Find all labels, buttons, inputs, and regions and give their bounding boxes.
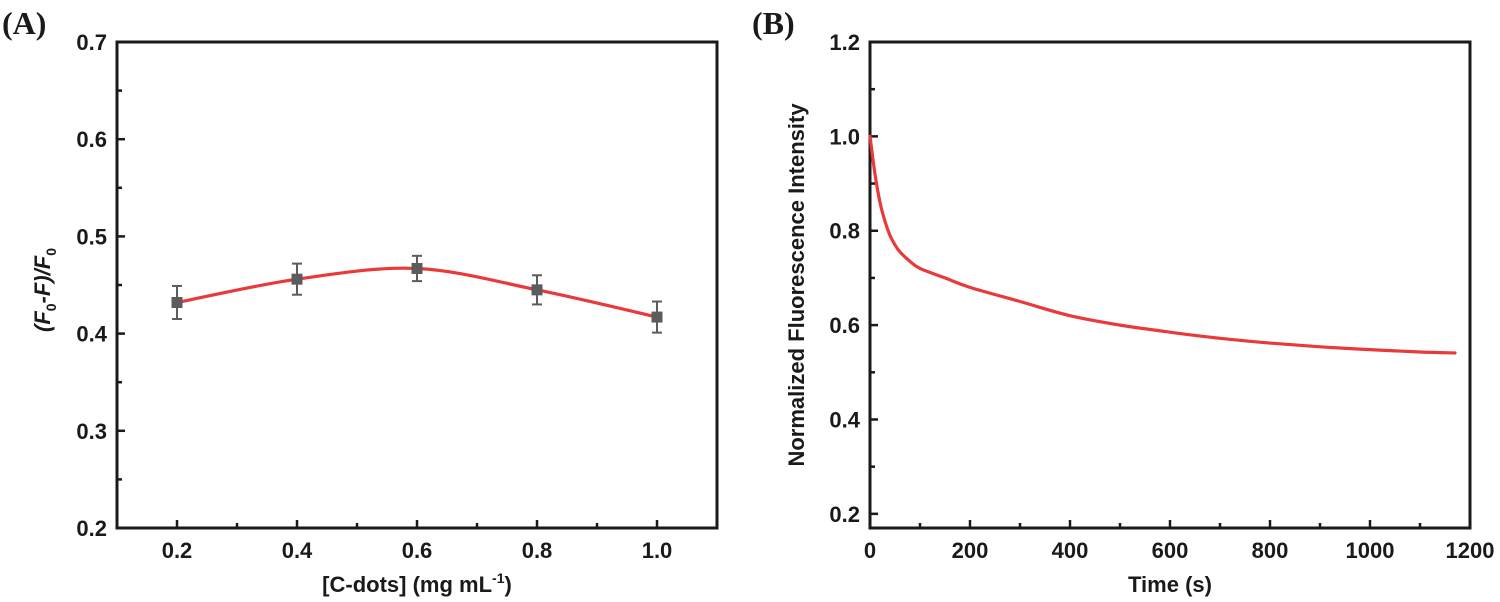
panel-a-y-axis: 0.2 0.3 0.4 0.5 0.6 0.7 [76, 30, 125, 541]
panel-b-x-axis-label: Time (s) [1128, 572, 1212, 597]
panel-a-x-tick-label: 0.4 [282, 538, 313, 563]
panel-a-data-point [651, 311, 663, 323]
panel-b-x-tick-label: 200 [952, 538, 989, 563]
panel-b-x-axis: 0 200 400 600 800 1000 1200 [864, 520, 1495, 563]
panel-b-x-tick-label: 800 [1252, 538, 1289, 563]
panel-b-y-axis-label: Normalized Fluorescence Intensity [784, 103, 809, 467]
panel-b-series-line [868, 134, 1457, 355]
panel-b-data [868, 134, 1457, 355]
panel-a-y-tick-label: 0.2 [76, 516, 107, 541]
panel-a-y-tick-label: 0.7 [76, 30, 107, 55]
panel-b-y-tick-label: 1.2 [829, 30, 860, 55]
panel-b-x-tick-label: 1200 [1446, 538, 1495, 563]
panel-b-label: (B) [752, 5, 795, 41]
panel-a-x-tick-label: 0.8 [522, 538, 553, 563]
panel-a-x-axis: 0.2 0.4 0.6 0.8 1.0 [162, 520, 673, 563]
panel-a-y-tick-label: 0.4 [76, 322, 107, 347]
panel-b: (B) 0 200 400 600 800 1000 1200 0.2 0.4 0.6 0.8 1.… [752, 5, 1494, 597]
panel-b-x-tick-label: 400 [1052, 538, 1089, 563]
panel-a-x-tick-label: 1.0 [642, 538, 673, 563]
panel-a-data [171, 254, 663, 334]
panel-a: (A) 0.2 0.4 0.6 0.8 1.0 0.2 0.3 0.4 0.5 0.6 0.7 [… [2, 5, 719, 597]
panel-a-x-axis-label: [C-dots] (mg mL-1) [322, 570, 512, 597]
panel-a-label: (A) [2, 5, 46, 41]
panel-a-data-point [531, 284, 543, 296]
panel-a-y-tick-label: 0.5 [76, 224, 107, 249]
panel-a-y-tick-label: 0.3 [76, 419, 107, 444]
panel-b-y-tick-label: 1.0 [829, 124, 860, 149]
panel-a-data-point [171, 296, 183, 308]
panel-b-y-tick-label: 0.8 [829, 219, 860, 244]
panel-a-plot-frame [115, 40, 719, 530]
panel-b-y-tick-label: 0.2 [829, 502, 860, 527]
panel-a-data-point [411, 262, 423, 274]
panel-a-data-point [291, 273, 303, 285]
panel-a-y-axis-label: (F0-F)/F0 [30, 248, 59, 332]
panel-b-x-tick-label: 600 [1152, 538, 1189, 563]
panel-b-x-tick-label: 1000 [1346, 538, 1395, 563]
panel-a-x-tick-label: 0.2 [162, 538, 193, 563]
panel-b-y-tick-label: 0.6 [829, 313, 860, 338]
panel-a-x-tick-label: 0.6 [402, 538, 433, 563]
panel-b-x-tick-label: 0 [864, 538, 876, 563]
panel-b-y-tick-label: 0.4 [829, 407, 860, 432]
panel-b-y-axis: 0.2 0.4 0.6 0.8 1.0 1.2 [829, 30, 878, 527]
panel-a-y-tick-label: 0.6 [76, 127, 107, 152]
